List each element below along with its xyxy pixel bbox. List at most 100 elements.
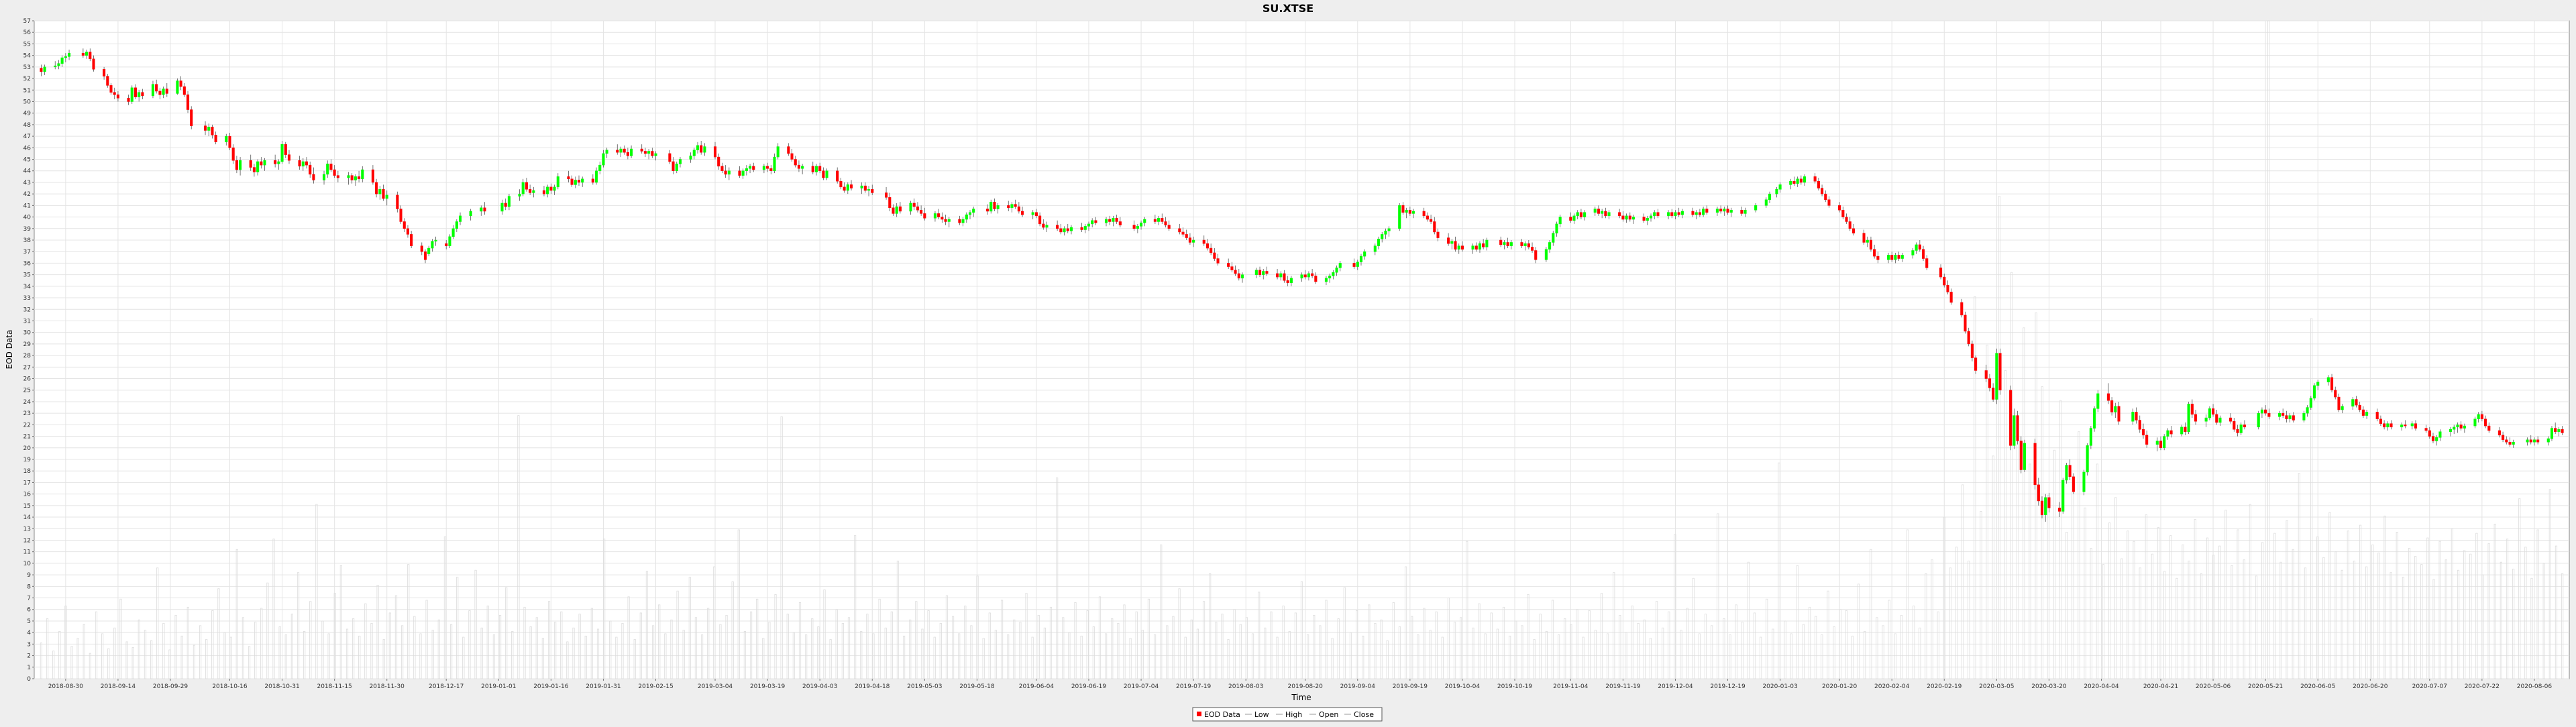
volume-bar [1502, 606, 1505, 679]
volume-bar [1772, 628, 1774, 679]
candle-body-down [570, 178, 574, 185]
candle-body-up [1768, 193, 1772, 201]
candle-body-down [888, 197, 892, 209]
y-tick-label: 51 [23, 87, 31, 94]
candle-body-down [2106, 393, 2110, 401]
candle-body-down [1433, 221, 1436, 233]
candle-body-up [762, 166, 765, 170]
volume-bar [144, 630, 147, 679]
volume-bar [1098, 596, 1102, 679]
candle-body-up [2288, 415, 2292, 420]
candle-body-down [2135, 412, 2138, 421]
volume-bar [1582, 636, 1585, 679]
candle-body-down [103, 69, 106, 76]
candle-body-down [109, 85, 113, 93]
x-tick-label: 2019-05-18 [959, 683, 995, 690]
candle-body-down [312, 174, 315, 180]
volume-bar [2536, 529, 2539, 679]
legend-label-high: High [1285, 710, 1302, 719]
volume-bar [664, 633, 667, 679]
volume-bar [1221, 614, 1224, 679]
volume-bar [1919, 627, 1921, 679]
volume-bar [1692, 577, 1695, 679]
volume-bar [1141, 630, 1144, 679]
volume-series [40, 20, 2564, 679]
candle-body-down [1604, 211, 1607, 217]
candle-body-up [581, 178, 584, 183]
candle-body-down [158, 91, 162, 95]
volume-bar [1790, 633, 1792, 679]
volume-bar [915, 601, 918, 679]
volume-bar [2090, 548, 2092, 679]
candle-body-up [2351, 399, 2355, 407]
candle-body-down [2009, 390, 2012, 446]
x-tick-label: 2020-01-20 [1822, 683, 1858, 690]
candle-body-down [2498, 430, 2501, 436]
candle-body-up [1083, 226, 1087, 230]
candle-body-down [1059, 228, 1063, 233]
candle-body-up [1775, 189, 1778, 194]
volume-bar [719, 624, 722, 679]
candle-body-up [745, 168, 748, 171]
candle-body-up [1743, 210, 1747, 214]
x-tick-label: 2019-01-16 [533, 683, 569, 690]
candle-body-up [1548, 242, 1552, 250]
candle-body-down [944, 219, 947, 222]
volume-bar [1527, 594, 1529, 679]
candle-body-up [1523, 243, 1527, 246]
candle-body-down [1527, 243, 1530, 247]
candle-body-up [1384, 230, 1387, 235]
volume-bar [1870, 549, 1872, 679]
candle-body-down [1821, 188, 1824, 194]
volume-bar [682, 630, 685, 679]
volume-bar [113, 627, 116, 679]
legend-label-open: Open [1319, 710, 1338, 719]
volume-bar [468, 610, 471, 679]
y-tick-label: 57 [23, 18, 31, 25]
candle-body-up [2532, 439, 2536, 443]
volume-bar [2151, 553, 2154, 679]
volume-bar [1251, 633, 1254, 679]
candle-body-down [252, 167, 256, 172]
candle-body-up [2302, 412, 2306, 421]
volume-bar [1882, 625, 1884, 679]
x-tick-label: 2019-06-19 [1071, 683, 1107, 690]
y-tick-label: 20 [23, 445, 32, 452]
candle-body-down [1474, 245, 1478, 250]
candle-body-down [350, 175, 354, 180]
candle-body-down [1949, 292, 1953, 303]
x-tick-label: 2020-05-06 [2196, 683, 2231, 690]
candle-body-up [1544, 249, 1548, 260]
candle-body-down [1642, 217, 1646, 221]
volume-bar [156, 567, 159, 679]
x-tick-label: 2020-06-20 [2353, 683, 2388, 690]
volume-bar [382, 639, 385, 679]
candle-body-down [179, 80, 182, 87]
x-tick-label: 2020-04-21 [2143, 683, 2178, 690]
volume-bar [945, 595, 949, 679]
volume-bar [1111, 618, 1114, 679]
volume-bar [2255, 575, 2258, 679]
candle-body-down [1118, 221, 1122, 225]
y-tick-label: 10 [23, 561, 32, 567]
candle-body-down [2037, 484, 2040, 502]
candle-body-up [1289, 278, 1293, 283]
volume-bar [186, 606, 189, 679]
volume-bar [707, 608, 710, 679]
candle-body-down [2330, 377, 2334, 390]
candle-body-up [2312, 385, 2316, 399]
candle-body-up [1140, 222, 1143, 227]
candle-body-down [190, 109, 193, 126]
candle-body-down [1188, 237, 1191, 243]
volume-bar [1288, 631, 1291, 679]
volume-bar [2298, 473, 2300, 679]
candle-body-up [1729, 210, 1733, 213]
candle-body-down [420, 245, 423, 252]
x-tick-label: 2018-10-16 [212, 683, 248, 690]
candle-body-down [2117, 406, 2121, 422]
y-tick-label: 41 [23, 203, 31, 209]
candle-body-down [700, 145, 703, 153]
candle-body-down [2190, 404, 2194, 415]
volume-bar [2530, 577, 2533, 679]
volume-bar [1931, 559, 1933, 679]
